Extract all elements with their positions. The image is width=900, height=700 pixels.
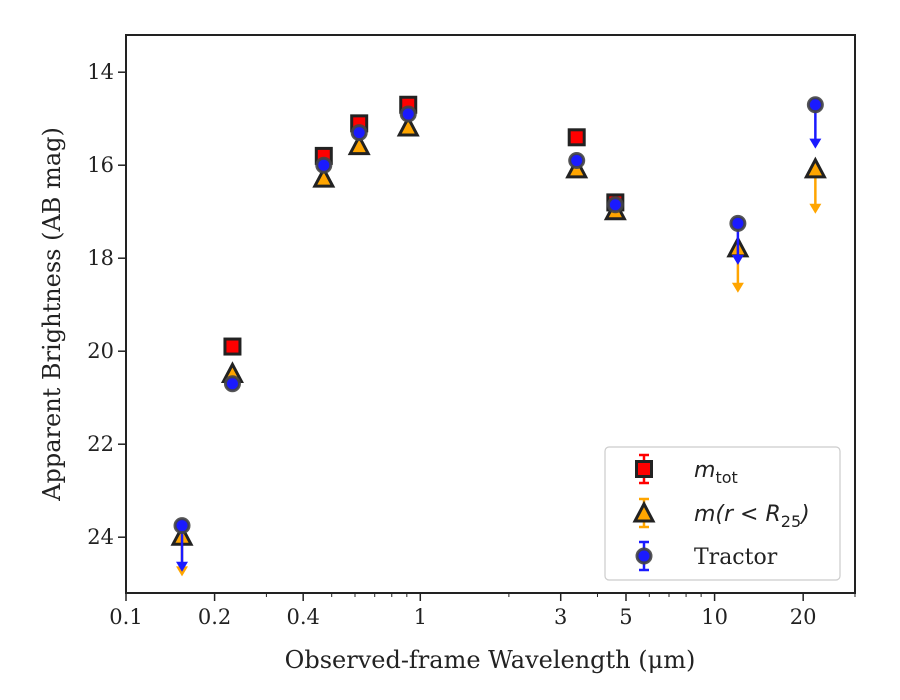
- legend-box: [604, 446, 841, 581]
- plot-area: [170, 95, 827, 577]
- data-point-triangle: [396, 114, 420, 137]
- data-point-square: [223, 337, 242, 356]
- data-point-circle: [399, 105, 417, 123]
- data-point-circle: [729, 214, 747, 232]
- y-tick-label: 24: [87, 525, 114, 549]
- y-tick-label: 18: [87, 246, 114, 270]
- data-point-circle: [315, 156, 333, 174]
- y-tick-label: 14: [87, 60, 114, 84]
- series-circle: [173, 96, 824, 572]
- data-point-circle: [350, 124, 368, 142]
- y-axis-label: Apparent Brightness (AB mag): [38, 127, 66, 502]
- legend-label: mtot: [694, 458, 738, 487]
- y-tick-label: 16: [87, 153, 114, 177]
- upper-limit-arrow-head: [176, 561, 189, 572]
- x-tick-label: 20: [790, 605, 817, 629]
- data-point-circle: [173, 517, 191, 535]
- upper-limit-arrow-head: [731, 254, 744, 265]
- data-point-circle: [606, 196, 624, 214]
- legend: mtot m(r < R25) Tractor: [604, 446, 841, 581]
- data-point-circle: [223, 375, 241, 393]
- legend-marker-circle: [635, 547, 653, 565]
- data-point-triangle: [803, 156, 827, 179]
- upper-limit-arrow-head: [809, 203, 822, 214]
- x-tick-label: 1: [414, 605, 427, 629]
- upper-limit-arrow-head: [731, 282, 744, 293]
- data-point-triangle: [312, 165, 336, 188]
- legend-label: Tractor: [694, 545, 778, 570]
- x-tick-label: 5: [619, 605, 632, 629]
- y-tick-label: 22: [87, 432, 114, 456]
- data-point-circle: [568, 152, 586, 170]
- legend-label: m(r < R25): [694, 502, 810, 531]
- x-tick-label: 0.1: [109, 605, 142, 629]
- x-axis-label: Observed-frame Wavelength (μm): [285, 646, 696, 674]
- x-axis: 0.1 0.2 0.4 1 3 5 10 20: [109, 593, 856, 629]
- upper-limit-arrow-head: [809, 138, 822, 149]
- data-point-triangle: [347, 133, 371, 156]
- y-tick-label: 20: [87, 339, 114, 363]
- x-tick-label: 10: [701, 605, 728, 629]
- x-tick-label: 0.4: [286, 605, 319, 629]
- data-point-square: [567, 128, 586, 147]
- data-point-circle: [806, 96, 824, 114]
- legend-marker-square: [635, 460, 653, 478]
- legend-marker-triangle: [632, 500, 656, 523]
- x-tick-label: 0.2: [198, 605, 231, 629]
- x-tick-label: 3: [554, 605, 567, 629]
- plot-frame: [125, 34, 856, 594]
- y-axis: 14 16 18 20 22 24: [87, 60, 126, 549]
